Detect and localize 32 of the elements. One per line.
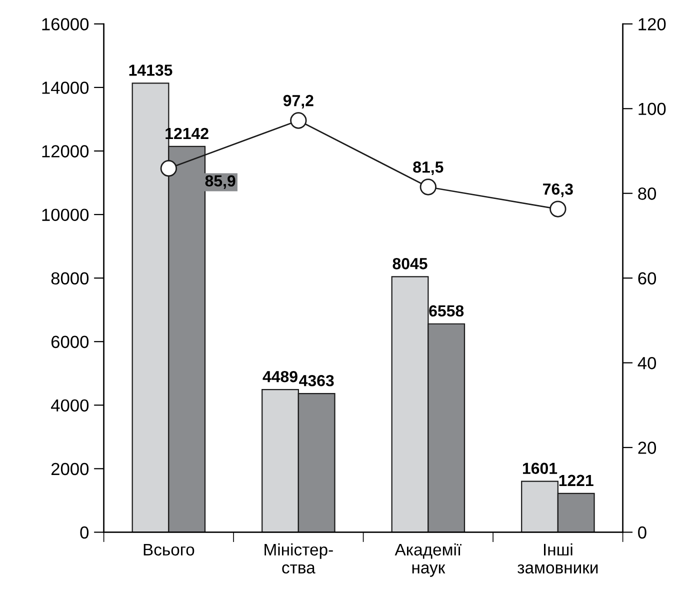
y2-tick-label: 60 bbox=[638, 272, 656, 285]
data-label: 4489 bbox=[262, 370, 298, 382]
y-tick-label: 16000 bbox=[42, 18, 89, 30]
data-label: 1601 bbox=[523, 462, 558, 474]
data-label: 85,9 bbox=[205, 175, 236, 189]
data-label: 1221 bbox=[559, 474, 594, 486]
y2-tick-label: 120 bbox=[638, 18, 666, 30]
point bbox=[160, 160, 178, 177]
y-tick-label: 0 bbox=[80, 526, 89, 539]
x-tick-label: Академії наук bbox=[394, 543, 462, 577]
data-label: 6558 bbox=[429, 305, 464, 317]
data-label: 97,2 bbox=[283, 94, 314, 109]
x-tick-label: Всього bbox=[144, 544, 194, 556]
y2-tick-label: 0 bbox=[638, 526, 646, 539]
data-label: 76,3 bbox=[543, 183, 573, 198]
y2-tick-label: 20 bbox=[638, 442, 656, 454]
data-label: 8045 bbox=[392, 258, 428, 270]
y2-tick-label: 100 bbox=[638, 102, 666, 116]
data-label: 14135 bbox=[129, 64, 172, 76]
y-tick-label: 6000 bbox=[51, 336, 89, 348]
y-tick-label: 2000 bbox=[51, 462, 89, 476]
y-tick-label: 10000 bbox=[42, 208, 89, 221]
y-tick-label: 12000 bbox=[42, 145, 89, 158]
x-tick-label: Міністер- ства bbox=[264, 543, 333, 574]
y-tick-label: 8000 bbox=[51, 272, 89, 285]
data-label: 4363 bbox=[299, 374, 334, 386]
data-label: 81,5 bbox=[413, 161, 444, 176]
y2-tick-label: 40 bbox=[638, 356, 656, 370]
x-tick-label: Інші замовники bbox=[518, 543, 598, 574]
y2-tick-label: 80 bbox=[638, 188, 656, 200]
y-tick-label: 4000 bbox=[51, 399, 89, 412]
y-tick-label: 14000 bbox=[42, 82, 89, 94]
